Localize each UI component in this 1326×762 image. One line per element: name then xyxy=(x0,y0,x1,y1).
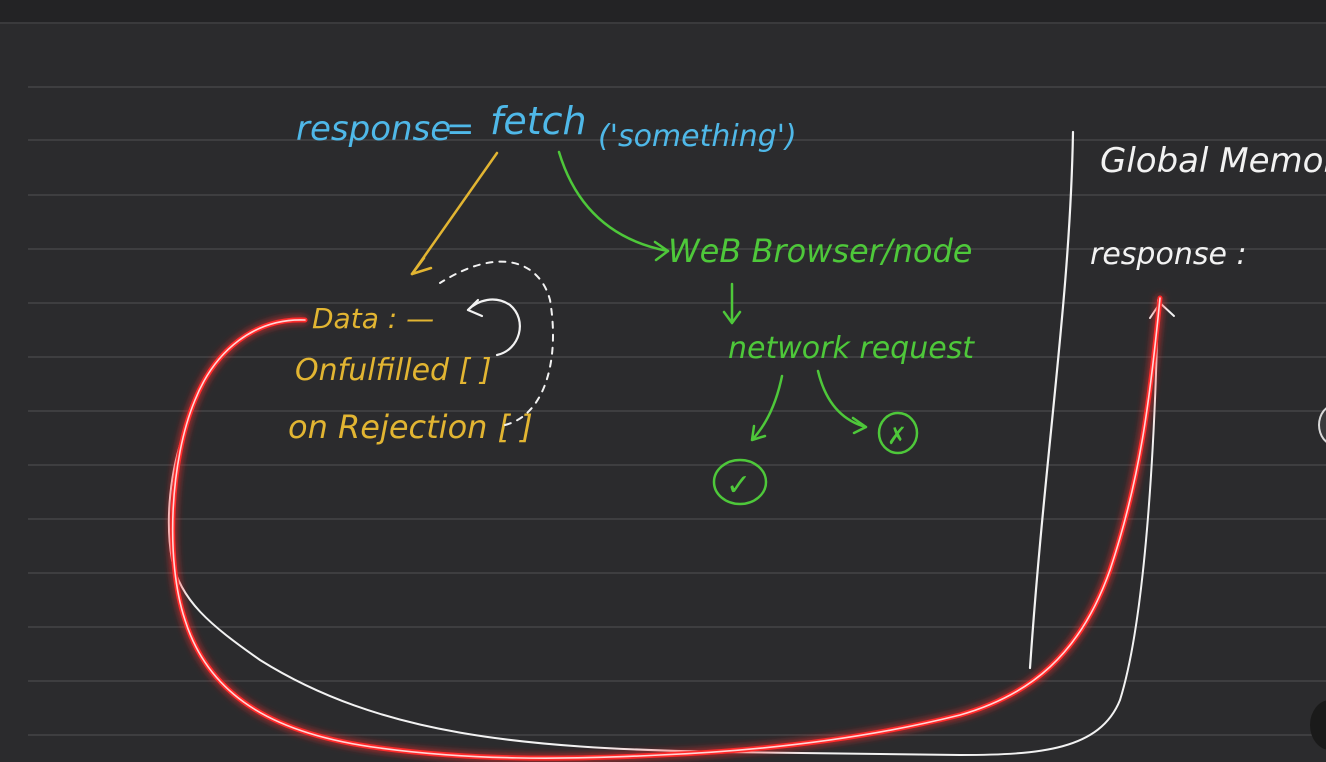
success-badge: ✓ xyxy=(712,458,768,506)
reject-loop-arrow xyxy=(439,260,554,426)
corner-control[interactable] xyxy=(1310,700,1326,750)
memory-divider xyxy=(1028,130,1075,670)
browser-label: WeB Browser/node xyxy=(668,232,972,270)
network-request-label: network request xyxy=(728,331,975,366)
runtime-block: WeB Browser/node network request xyxy=(668,232,975,366)
failure-icon: ✗ xyxy=(887,422,907,450)
equation-lhs: response xyxy=(296,109,451,149)
top-bar xyxy=(0,0,1326,24)
arrow-to-data xyxy=(410,151,499,276)
onrejection-field: on Rejection [ ] xyxy=(288,408,533,446)
onfulfilled-field: Onfulfilled [ ] xyxy=(295,353,492,388)
promise-object: Data : — Onfulfilled [ ] on Rejection [ … xyxy=(288,302,533,446)
failure-badge: ✗ xyxy=(877,411,919,455)
global-memory: Global Memory response : xyxy=(1090,141,1326,272)
equation-fn: fetch xyxy=(490,99,587,143)
arrow-to-browser xyxy=(557,150,670,262)
red-highlight-core xyxy=(171,297,1161,759)
success-icon: ✓ xyxy=(726,468,751,503)
memory-response-var: response : xyxy=(1090,237,1247,272)
equation-equals: = xyxy=(446,109,475,149)
fulfill-loop-arrow xyxy=(466,298,521,357)
runtime-arrows xyxy=(722,282,868,442)
data-field: Data : — xyxy=(312,302,434,335)
ruled-lines xyxy=(28,86,1326,736)
global-memory-title: Global Memory xyxy=(1100,141,1326,181)
equation-arg: ('something') xyxy=(598,119,797,154)
equation: response = fetch ('something') xyxy=(296,99,797,154)
